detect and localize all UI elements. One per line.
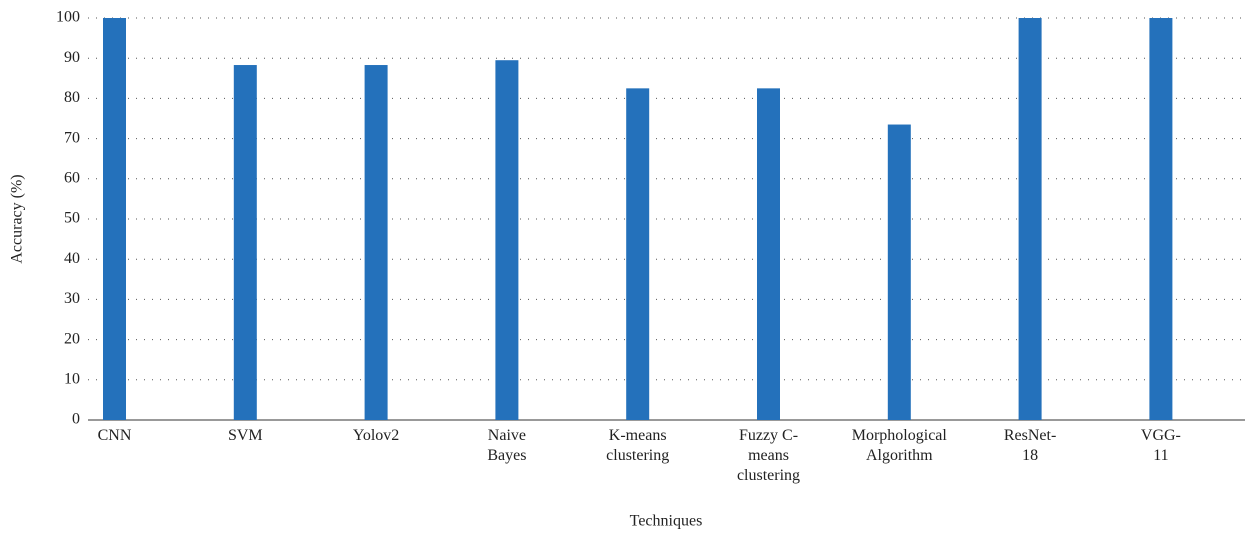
- y-tick-label: 50: [64, 210, 80, 227]
- x-tick-label: K-means clustering: [606, 427, 670, 464]
- y-tick-label: 100: [56, 9, 80, 26]
- x-tick-label: CNN: [97, 427, 132, 444]
- y-tick-label: 40: [64, 250, 80, 267]
- y-tick-label: 20: [64, 330, 80, 347]
- y-tick-label: 10: [64, 370, 80, 387]
- x-tick-label: Fuzzy C-means clustering: [736, 427, 801, 484]
- y-tick-label: 30: [64, 290, 80, 307]
- y-tick-label: 90: [64, 49, 80, 66]
- y-tick-label: 0: [72, 411, 80, 428]
- y-axis-label: Accuracy (%): [9, 174, 26, 263]
- bar: [757, 88, 780, 420]
- x-tick-label-box: Morphological Algorithm: [829, 426, 969, 466]
- x-tick-label-wrap: Naive Bayes: [437, 426, 577, 466]
- x-tick-label-wrap: K-means clustering: [568, 426, 708, 466]
- x-axis-label: Techniques: [630, 513, 703, 530]
- bar: [233, 65, 257, 420]
- x-tick-label-box: Yolov2: [306, 426, 446, 446]
- bar: [103, 18, 126, 420]
- bar: [626, 88, 650, 420]
- x-tick-label-wrap: ResNet-18: [960, 426, 1100, 466]
- x-tick-label-box: ResNet-18: [960, 426, 1100, 466]
- x-tick-label-box: Naive Bayes: [437, 426, 577, 466]
- x-tick-label: Yolov2: [352, 427, 400, 444]
- x-tick-label-box: SVM: [175, 426, 315, 446]
- bar: [1018, 18, 1042, 420]
- x-tick-label-box: K-means clustering: [568, 426, 708, 466]
- x-tick-label-wrap: Fuzzy C-means clustering: [699, 426, 839, 486]
- y-tick-label: 70: [64, 129, 80, 146]
- y-tick-label: 80: [64, 89, 80, 106]
- x-tick-label: SVM: [227, 427, 263, 444]
- x-tick-label-wrap: Morphological Algorithm: [829, 426, 969, 466]
- x-tick-label: Naive Bayes: [487, 427, 527, 464]
- x-tick-label-wrap: VGG-11: [1091, 426, 1231, 466]
- bar: [364, 65, 388, 420]
- y-tick-label: 60: [64, 169, 80, 186]
- bar: [887, 124, 911, 420]
- x-tick-label: Morphological Algorithm: [851, 427, 947, 464]
- x-tick-label: ResNet-18: [1003, 427, 1057, 464]
- x-tick-label-box: Fuzzy C-means clustering: [699, 426, 839, 486]
- x-tick-label-box: CNN: [45, 426, 185, 446]
- x-tick-label-wrap: CNN: [45, 426, 185, 446]
- x-tick-label: VGG-11: [1140, 427, 1181, 464]
- x-tick-label-box: VGG-11: [1091, 426, 1231, 466]
- x-tick-label-wrap: SVM: [175, 426, 315, 446]
- x-tick-label-wrap: Yolov2: [306, 426, 446, 446]
- bar: [1149, 18, 1173, 420]
- bar: [495, 60, 519, 421]
